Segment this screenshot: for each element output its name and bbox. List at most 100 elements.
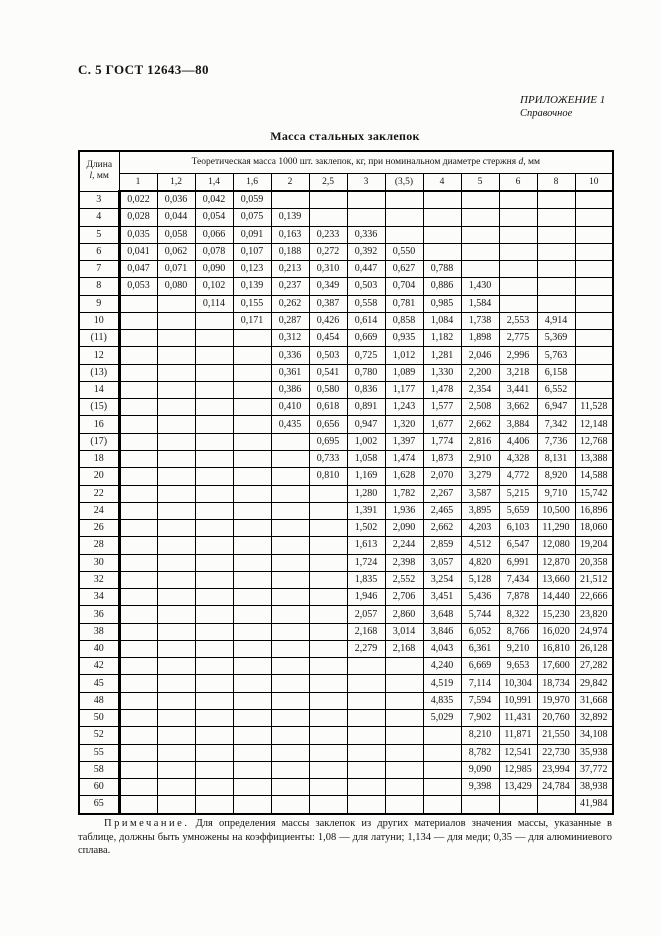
mass-cell: 16,896 [574,501,614,521]
mass-cell [346,691,386,710]
mass-cell: 2,706 [384,588,424,607]
mass-cell: 21,550 [536,726,576,745]
mass-cell: 0,041 [118,242,158,262]
mass-cell: 2,168 [346,622,386,641]
mass-cell [118,691,158,710]
diameter-header-cell: 1 [118,173,158,192]
mass-cell: 2,775 [498,329,538,348]
footnote-text: Для определения массы заклепок из других… [78,818,612,857]
mass-cell [308,190,348,210]
mass-cell: 10,500 [536,501,576,521]
length-cell: 55 [78,743,121,762]
table-row: 22 1,280 1,782 2,267 3,587 5,215 9,710 15,742 [78,484,614,503]
mass-cell: 0,392 [346,242,386,262]
mass-cell: 19,970 [536,691,576,710]
mass-cell: 0,656 [308,415,348,434]
mass-cell: 1,774 [422,432,462,451]
mass-cell [156,329,196,348]
mass-cell [270,449,310,469]
mass-cell [156,743,196,762]
mass-cell: 7,342 [536,415,576,434]
mass-cell: 2,354 [460,380,500,400]
length-cell: (17) [78,432,121,451]
mass-cell [118,674,158,693]
mass-cell [498,225,538,244]
mass-cell [156,726,196,745]
mass-cell: 10,991 [498,691,538,710]
mass-cell: 12,768 [574,432,614,451]
mass-cell: 1,738 [460,311,500,331]
mass-cell [156,311,196,331]
mass-cell [194,363,234,382]
mass-cell: 11,528 [574,398,614,417]
diameter-header-cell: 8 [536,173,576,192]
mass-cell [194,501,234,521]
mass-cell [270,708,310,728]
mass-cell [118,760,158,780]
mass-cell: 8,766 [498,622,538,641]
mass-cell [156,294,196,313]
mass-cell: 22,666 [574,588,614,607]
length-cell: 22 [78,484,121,503]
mass-cell: 6,547 [498,536,538,555]
length-cell: 12 [78,346,121,365]
table-row: 4 0,028 0,044 0,054 0,075 0,139 [78,208,614,227]
mass-cell [194,553,234,572]
mass-cell: 2,046 [460,346,500,365]
table-row: 20 0,810 1,169 1,628 2,070 3,279 4,772 8,920 14,… [78,467,614,486]
diameter-header-cell: 1,4 [194,173,234,192]
mass-cell [346,674,386,693]
mass-cell: 0,059 [232,190,272,210]
mass-cell [460,242,500,262]
mass-cell [194,536,234,555]
mass-cell: 1,169 [346,467,386,486]
footnote-label: Примечание. [104,818,190,829]
length-cell: 45 [78,674,121,693]
mass-cell [118,570,158,590]
mass-cell [232,346,272,365]
mass-cell: 12,870 [536,553,576,572]
mass-cell: 1,320 [384,415,424,434]
mass-cell [156,519,196,538]
mass-cell [156,415,196,434]
mass-cell [346,208,386,227]
mass-cell: 1,613 [346,536,386,555]
mass-cell [118,795,158,815]
mass-cell: 5,763 [536,346,576,365]
mass-cell: 4,203 [460,519,500,538]
table-row: 18 0,733 1,058 1,474 1,873 2,910 4,328 8,131 13,… [78,449,614,469]
mass-cell [232,467,272,486]
mass-cell [194,449,234,469]
mass-cell: 1,577 [422,398,462,417]
mass-cell [156,639,196,659]
mass-cell [460,260,500,279]
length-cell: 60 [78,778,121,797]
mass-cell [270,743,310,762]
mass-cell [460,190,500,210]
table-row: 28 1,613 2,244 2,859 4,512 6,547 12,080 19,204 [78,536,614,555]
diameter-header-cell: 5 [460,173,500,192]
mass-cell [422,726,462,745]
mass-cell [118,743,158,762]
mass-cell: 26,128 [574,639,614,659]
mass-cell [118,639,158,659]
mass-cell [308,519,348,538]
mass-cell: 11,431 [498,708,538,728]
mass-cell: 7,114 [460,674,500,693]
length-cell: 52 [78,726,121,745]
mass-cell: 0,058 [156,225,196,244]
mass-cell [118,536,158,555]
mass-cell: 32,892 [574,708,614,728]
mass-cell [232,691,272,710]
mass-cell: 3,218 [498,363,538,382]
mass-cell: 0,788 [422,260,462,279]
mass-cell: 12,148 [574,415,614,434]
mass-cell: 8,322 [498,605,538,624]
mass-cell [384,726,424,745]
table-row: 7 0,047 0,071 0,090 0,123 0,213 0,310 0,447 0,62… [78,260,614,279]
mass-cell: 0,188 [270,242,310,262]
mass-cell [270,639,310,659]
mass-cell [308,795,348,815]
mass-cell [308,778,348,797]
